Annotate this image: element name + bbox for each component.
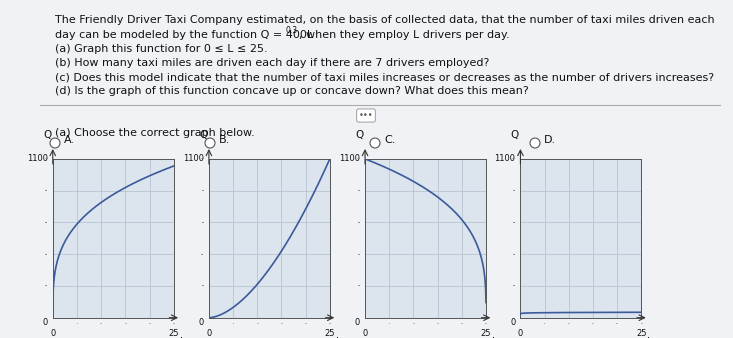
Text: , when they employ L drivers per day.: , when they employ L drivers per day. xyxy=(299,30,509,40)
Text: (a) Graph this function for 0 ≤ L ≤ 25.: (a) Graph this function for 0 ≤ L ≤ 25. xyxy=(55,44,268,54)
Text: Q: Q xyxy=(199,130,207,140)
Text: 1100: 1100 xyxy=(495,154,515,163)
Text: 0: 0 xyxy=(199,318,204,327)
Text: L: L xyxy=(492,337,498,338)
Text: C.: C. xyxy=(384,135,395,145)
Text: B.: B. xyxy=(219,135,230,145)
Text: 0: 0 xyxy=(517,329,523,338)
Text: L: L xyxy=(180,337,185,338)
Text: 0: 0 xyxy=(43,318,48,327)
Text: A.: A. xyxy=(64,135,75,145)
Circle shape xyxy=(50,138,60,148)
Text: L: L xyxy=(336,337,342,338)
Text: (b) How many taxi miles are driven each day if there are 7 drivers employed?: (b) How many taxi miles are driven each … xyxy=(55,58,490,68)
Circle shape xyxy=(370,138,380,148)
Text: 1100: 1100 xyxy=(339,154,360,163)
Text: (d) Is the graph of this function concave up or concave down? What does this mea: (d) Is the graph of this function concav… xyxy=(55,86,528,96)
Text: 0: 0 xyxy=(355,318,360,327)
Text: •••: ••• xyxy=(358,111,373,120)
Text: 0: 0 xyxy=(510,318,515,327)
Text: L: L xyxy=(647,337,653,338)
Text: 0: 0 xyxy=(206,329,212,338)
Text: (c) Does this model indicate that the number of taxi miles increases or decrease: (c) Does this model indicate that the nu… xyxy=(55,72,714,82)
Circle shape xyxy=(530,138,540,148)
Text: D.: D. xyxy=(544,135,556,145)
Text: 0: 0 xyxy=(362,329,368,338)
Text: Q: Q xyxy=(356,130,364,140)
Text: Q: Q xyxy=(511,130,519,140)
Text: The Friendly Driver Taxi Company estimated, on the basis of collected data, that: The Friendly Driver Taxi Company estimat… xyxy=(55,15,715,25)
Text: 1100: 1100 xyxy=(27,154,48,163)
Text: 25: 25 xyxy=(325,329,335,338)
Text: 25: 25 xyxy=(636,329,647,338)
Text: 25: 25 xyxy=(169,329,179,338)
Text: (a) Choose the correct graph below.: (a) Choose the correct graph below. xyxy=(55,128,255,138)
Text: 25: 25 xyxy=(481,329,491,338)
Text: Q: Q xyxy=(43,130,51,140)
Text: 1100: 1100 xyxy=(183,154,204,163)
Text: 0.3: 0.3 xyxy=(285,26,297,35)
Circle shape xyxy=(205,138,215,148)
Text: day can be modeled by the function Q = 400L: day can be modeled by the function Q = 4… xyxy=(55,30,313,40)
Text: 0: 0 xyxy=(50,329,56,338)
